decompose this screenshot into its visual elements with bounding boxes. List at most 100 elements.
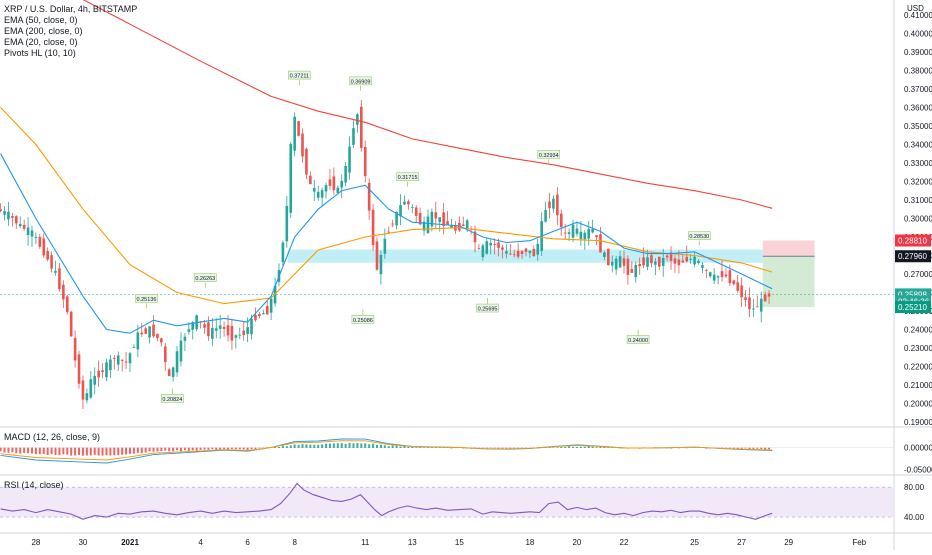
candle-body: [0, 209, 2, 211]
candle-body: [39, 237, 42, 247]
macd-histogram-bar: [0, 448, 2, 452]
macd-histogram-bar: [156, 448, 158, 452]
macd-histogram-bar: [741, 448, 743, 449]
macd-histogram-bar: [125, 448, 127, 455]
candle-body: [595, 235, 598, 237]
macd-histogram-bar: [745, 448, 747, 449]
macd-histogram-bar: [82, 448, 84, 456]
macd-histogram-bar: [180, 448, 182, 451]
time-tick-label: 13: [408, 538, 417, 547]
macd-histogram-bar: [345, 444, 347, 448]
candle-body: [148, 326, 151, 337]
macd-histogram-bar: [760, 448, 762, 449]
macd-histogram-bar: [278, 447, 280, 448]
candle-body: [352, 128, 355, 145]
symbol-title[interactable]: XRP / U.S. Dollar, 4h, BITSTAMP: [4, 4, 137, 15]
currency-label: USD: [907, 4, 924, 13]
macd-histogram-bar: [321, 444, 323, 448]
indicator-pivots[interactable]: Pivots HL (10, 10): [4, 48, 137, 59]
macd-histogram-bar: [333, 443, 335, 448]
candle-body: [266, 306, 269, 314]
candle-body: [611, 262, 614, 266]
indicator-ema200[interactable]: EMA (200, close, 0): [4, 26, 137, 37]
candle-body: [760, 299, 763, 312]
macd-histogram-bar: [227, 448, 229, 450]
candle-body: [658, 257, 661, 267]
candle-body: [242, 331, 245, 335]
candle-body: [297, 121, 300, 136]
candle-body: [3, 211, 6, 215]
macd-histogram-bar: [431, 447, 433, 448]
time-tick-label: 11: [361, 538, 370, 547]
price-tick-label: 0.40000: [904, 30, 932, 39]
candle-body: [638, 264, 641, 266]
time-tick-label: 29: [784, 538, 793, 547]
candle-body: [599, 234, 602, 252]
candle-body: [740, 285, 743, 297]
candle-body: [391, 224, 394, 225]
macd-histogram-bar: [329, 444, 331, 448]
price-axis-tag-text: 0.25210: [898, 303, 927, 312]
macd-histogram-bar: [756, 448, 758, 449]
candle-body: [721, 271, 724, 277]
macd-histogram-bar: [294, 445, 296, 448]
indicator-ema50[interactable]: EMA (50, close, 0): [4, 15, 137, 26]
macd-histogram-bar: [172, 448, 174, 452]
macd-histogram-bar: [419, 447, 421, 448]
candle-body: [387, 232, 390, 233]
candle-body: [548, 202, 551, 208]
macd-histogram-bar: [494, 448, 496, 449]
macd-histogram-bar: [137, 448, 139, 453]
macd-histogram-bar: [239, 448, 241, 449]
macd-histogram-bar: [160, 448, 162, 451]
price-tick-label: 0.31000: [904, 196, 932, 205]
macd-histogram-bar: [309, 445, 311, 448]
macd-histogram-bar: [15, 448, 17, 454]
candle-body: [642, 257, 645, 265]
candle-body: [364, 147, 367, 176]
candle-body: [717, 276, 720, 277]
macd-histogram-bar: [192, 448, 194, 451]
candle-body: [258, 314, 261, 316]
candle-body: [619, 256, 622, 267]
candle-body: [246, 327, 249, 334]
macd-histogram-bar: [231, 448, 233, 449]
candle-body: [705, 270, 708, 271]
candle-body: [301, 134, 304, 157]
macd-histogram-bar: [568, 446, 570, 448]
rsi-title[interactable]: RSI (14, close): [4, 480, 64, 490]
candle-body: [133, 347, 136, 348]
pivot-label: 0.25136: [137, 297, 157, 303]
time-tick-label: 30: [78, 538, 87, 547]
candle-body: [525, 248, 528, 251]
candle-body: [493, 244, 496, 245]
candle-body: [113, 358, 116, 359]
candle-body: [411, 207, 414, 208]
candle-body: [709, 272, 712, 276]
macd-histogram-bar: [109, 448, 111, 456]
price-tick-label: 0.33000: [904, 159, 932, 168]
macd-histogram-bar: [4, 448, 6, 453]
candle-body: [693, 257, 696, 265]
candle-body: [627, 259, 630, 275]
candle-body: [564, 233, 567, 234]
macd-histogram-bar: [70, 448, 72, 456]
candle-body: [105, 362, 108, 377]
candle-body: [270, 299, 273, 313]
macd-histogram-bar: [572, 447, 574, 448]
candle-body: [231, 326, 234, 341]
macd-histogram-bar: [168, 448, 170, 452]
candle-body: [485, 241, 488, 253]
candle-body: [587, 229, 590, 239]
indicator-ema20[interactable]: EMA (20, close, 0): [4, 37, 137, 48]
candle-body: [583, 233, 586, 239]
macd-title[interactable]: MACD (12, 26, close, 9): [4, 432, 100, 442]
candle-body: [262, 313, 265, 314]
candle-body: [748, 297, 751, 309]
macd-histogram-bar: [380, 445, 382, 448]
macd-histogram-bar: [247, 448, 249, 451]
candle-body: [176, 351, 179, 372]
macd-histogram-bar: [599, 447, 601, 448]
